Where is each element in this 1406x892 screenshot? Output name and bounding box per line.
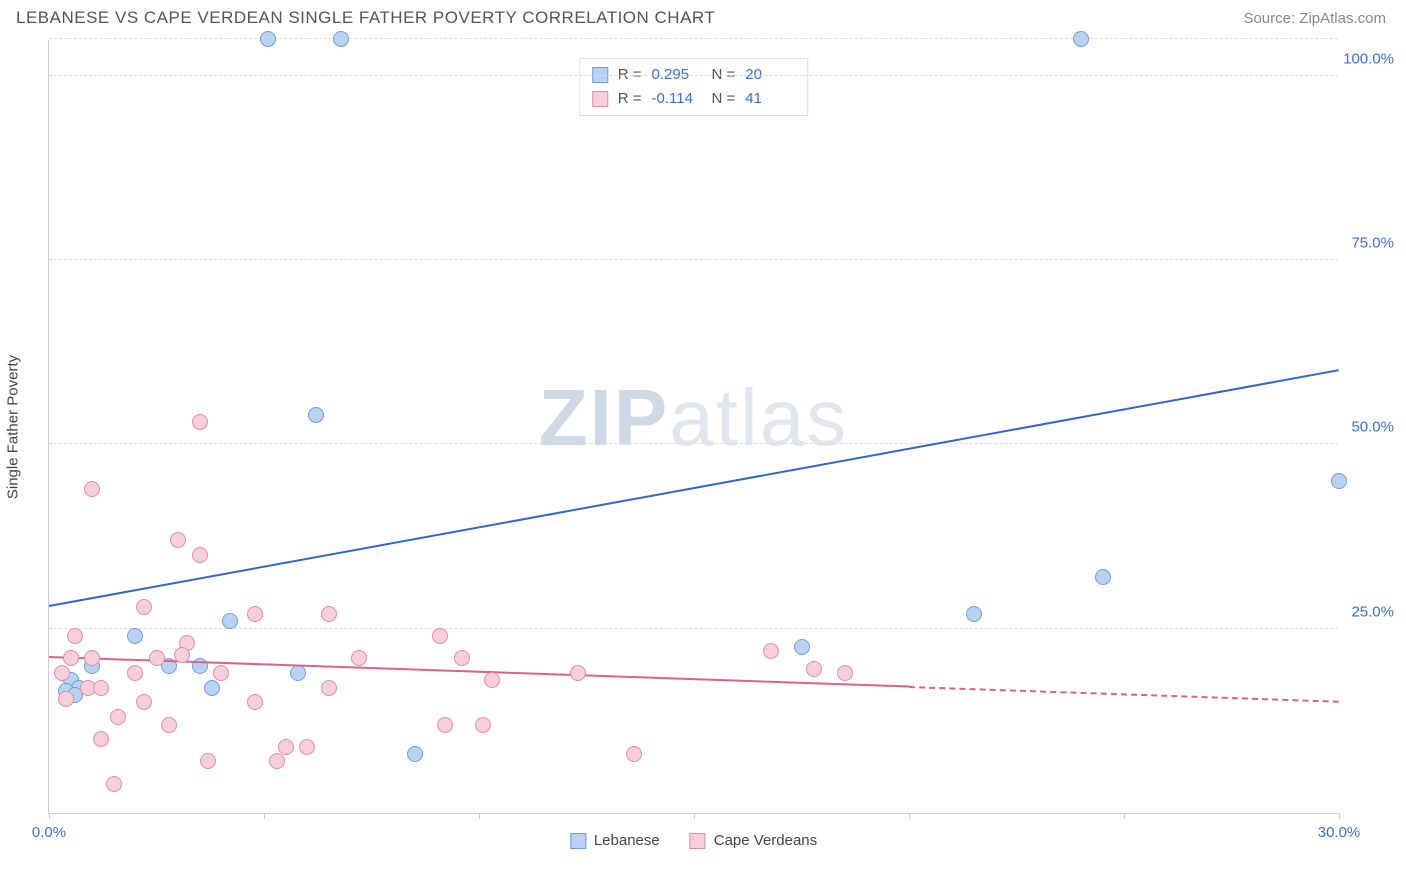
chart-title: LEBANESE VS CAPE VERDEAN SINGLE FATHER P…	[16, 8, 715, 28]
data-point	[454, 650, 470, 666]
legend-r-value: -0.114	[652, 87, 702, 111]
data-point	[222, 613, 238, 629]
legend-series-label: Lebanese	[594, 832, 660, 849]
data-point	[106, 776, 122, 792]
x-tick	[49, 813, 50, 819]
y-tick-label: 25.0%	[1351, 603, 1394, 620]
data-point	[149, 650, 165, 666]
legend-swatch	[690, 833, 706, 849]
data-point	[200, 753, 216, 769]
y-tick-label: 50.0%	[1351, 419, 1394, 436]
legend-series-label: Cape Verdeans	[714, 832, 817, 849]
data-point	[290, 665, 306, 681]
data-point	[837, 665, 853, 681]
header: LEBANESE VS CAPE VERDEAN SINGLE FATHER P…	[0, 0, 1406, 32]
data-point	[432, 628, 448, 644]
data-point	[570, 665, 586, 681]
watermark-zip: ZIP	[539, 372, 669, 461]
legend-n-label: N =	[712, 87, 736, 111]
data-point	[1095, 569, 1111, 585]
data-point	[93, 731, 109, 747]
x-tick	[264, 813, 265, 819]
x-tick-label: 30.0%	[1318, 824, 1361, 841]
data-point	[213, 665, 229, 681]
y-gridline	[49, 443, 1338, 444]
data-point	[247, 606, 263, 622]
data-point	[84, 481, 100, 497]
x-tick	[1339, 813, 1340, 819]
data-point	[54, 665, 70, 681]
data-point	[161, 717, 177, 733]
data-point	[1073, 31, 1089, 47]
data-point	[351, 650, 367, 666]
y-axis-title: Single Father Poverty	[5, 354, 22, 498]
data-point	[192, 414, 208, 430]
legend-n-value: 41	[745, 87, 795, 111]
data-point	[170, 532, 186, 548]
legend-series-item: Lebanese	[570, 832, 660, 849]
data-point	[58, 691, 74, 707]
watermark-atlas: atlas	[669, 372, 848, 461]
data-point	[484, 672, 500, 688]
x-tick	[479, 813, 480, 819]
plot-area: ZIPatlas Single Father Poverty R =0.295N…	[48, 40, 1338, 814]
data-point	[192, 547, 208, 563]
x-tick	[694, 813, 695, 819]
source-label: Source: ZipAtlas.com	[1243, 10, 1386, 27]
data-point	[67, 628, 83, 644]
data-point	[407, 746, 423, 762]
legend-correlation: R =0.295N =20R =-0.114N =41	[579, 58, 809, 116]
data-point	[475, 717, 491, 733]
data-point	[763, 643, 779, 659]
data-point	[93, 680, 109, 696]
data-point	[966, 606, 982, 622]
legend-swatch	[592, 91, 608, 107]
watermark: ZIPatlas	[539, 371, 848, 463]
legend-swatch	[570, 833, 586, 849]
data-point	[321, 606, 337, 622]
data-point	[794, 639, 810, 655]
data-point	[136, 599, 152, 615]
data-point	[260, 31, 276, 47]
chart-container: ZIPatlas Single Father Poverty R =0.295N…	[48, 40, 1388, 830]
y-gridline	[49, 259, 1338, 260]
data-point	[63, 650, 79, 666]
x-tick	[909, 813, 910, 819]
data-point	[127, 628, 143, 644]
data-point	[204, 680, 220, 696]
legend-series-item: Cape Verdeans	[690, 832, 817, 849]
data-point	[1331, 473, 1347, 489]
data-point	[174, 647, 190, 663]
data-point	[333, 31, 349, 47]
legend-correlation-row: R = -0.114 N = 41	[592, 87, 796, 111]
data-point	[136, 694, 152, 710]
y-tick-label: 100.0%	[1343, 50, 1394, 67]
data-point	[269, 753, 285, 769]
y-gridline	[49, 628, 1338, 629]
legend-r-label: R =	[618, 87, 642, 111]
data-point	[127, 665, 143, 681]
data-point	[437, 717, 453, 733]
y-gridline	[49, 38, 1338, 39]
data-point	[626, 746, 642, 762]
data-point	[299, 739, 315, 755]
data-point	[84, 650, 100, 666]
data-point	[110, 709, 126, 725]
trend-line	[909, 686, 1339, 703]
x-tick	[1124, 813, 1125, 819]
data-point	[321, 680, 337, 696]
x-tick-label: 0.0%	[32, 824, 66, 841]
y-tick-label: 75.0%	[1351, 235, 1394, 252]
data-point	[247, 694, 263, 710]
data-point	[278, 739, 294, 755]
trend-line	[49, 369, 1339, 607]
legend-series: Lebanese Cape Verdeans	[570, 832, 817, 849]
data-point	[806, 661, 822, 677]
y-gridline	[49, 75, 1338, 76]
data-point	[308, 407, 324, 423]
